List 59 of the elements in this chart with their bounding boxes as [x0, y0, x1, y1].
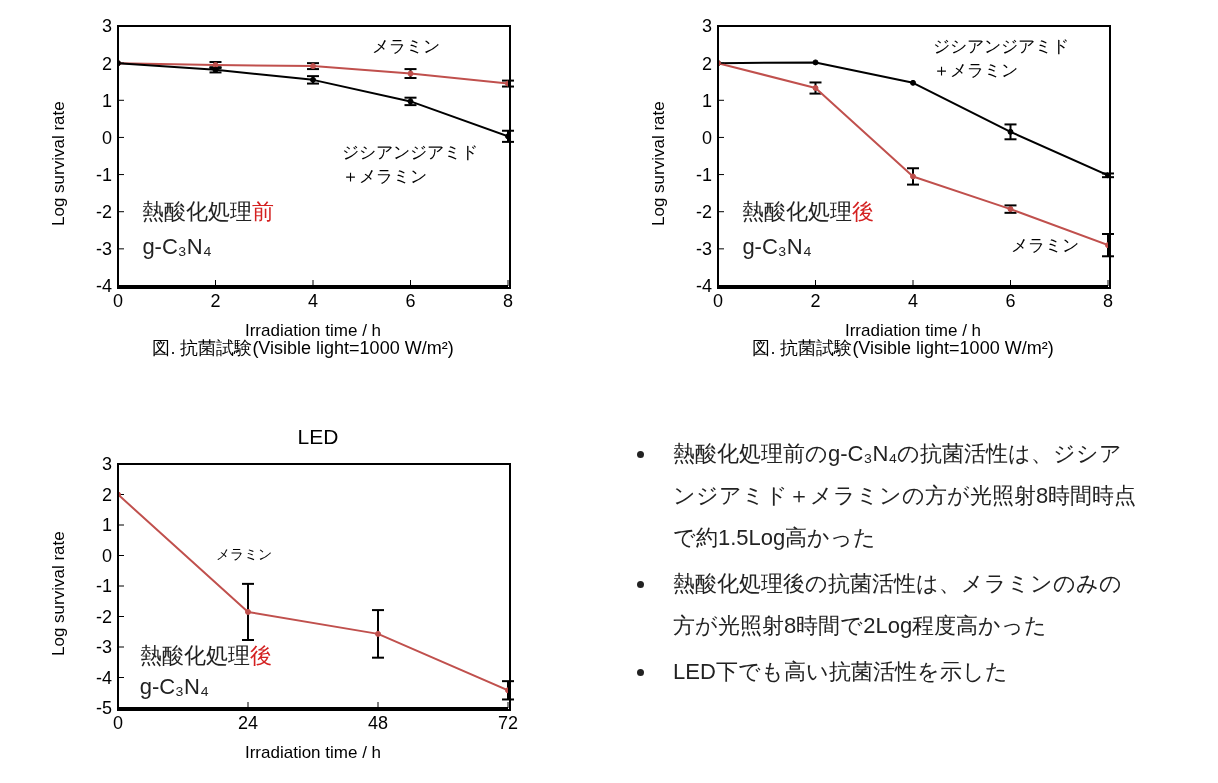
y-tick-label: -1: [95, 576, 112, 597]
annotation: g-C₃N₄: [742, 234, 812, 260]
y-tick-label: -4: [695, 276, 712, 297]
annotation: 熱酸化処理前: [142, 197, 275, 226]
x-tick-label: 6: [405, 290, 416, 311]
annotation: 熱酸化処理後: [139, 641, 272, 670]
text: LED下でも高い抗菌活性を示した: [673, 658, 1009, 686]
annotation: 熱酸化処理後: [742, 197, 875, 226]
text: 熱酸化処理前のg-C₃N₄の抗菌活性は、ジシアンジアミド＋メラミンの方が光照射8時間時点で約1.5Log高かった: [673, 440, 1138, 552]
y-tick-label: -2: [95, 202, 112, 223]
x-tick-label: 2: [210, 290, 221, 311]
annotation: g-C₃N₄: [142, 234, 212, 260]
y-tick-label: 1: [701, 90, 712, 111]
y-tick-label: -3: [695, 239, 712, 260]
x-axis-title: Irradiation time / h: [244, 321, 382, 340]
series-label: ジシアンジアミド＋メラミン: [342, 142, 480, 189]
y-tick-label: -1: [95, 164, 112, 185]
y-tick-label: -4: [95, 667, 112, 688]
series-label: メラミン: [371, 36, 441, 59]
y-tick-label: -3: [95, 637, 112, 658]
y-tick-label: -2: [95, 606, 112, 627]
y-tick-label: 1: [101, 90, 112, 111]
y-tick-label: -1: [695, 164, 712, 185]
y-axis-title: Log survival rate: [49, 531, 69, 656]
x-tick-label: 72: [497, 712, 519, 733]
series-label: メラミン: [1010, 235, 1080, 257]
x-tick-label: 48: [367, 712, 389, 733]
x-tick-label: 6: [1005, 290, 1016, 311]
chart-title: LED: [296, 424, 340, 450]
y-tick-label: 1: [101, 515, 112, 536]
y-axis-title: Log survival rate: [49, 101, 69, 226]
y-tick-label: 0: [101, 127, 112, 148]
y-tick-label: 3: [101, 454, 112, 475]
x-tick-label: 24: [237, 712, 259, 733]
x-tick-label: 2: [810, 290, 821, 311]
y-tick-label: -5: [95, 698, 112, 719]
annotation: g-C₃N₄: [139, 674, 209, 701]
x-tick-label: 4: [907, 290, 919, 311]
text: 熱酸化処理後の抗菌活性は、メラミンのみの方が光照射8時間で2Log程度高かった: [673, 570, 1123, 640]
y-tick-label: 2: [101, 484, 112, 505]
x-axis-title: Irradiation time / h: [244, 743, 382, 762]
y-tick-label: -3: [95, 239, 112, 260]
y-tick-label: 0: [101, 545, 112, 566]
text: 図. 抗菌試験(Visible light=1000 W/m²): [751, 337, 1055, 360]
x-tick-label: 4: [307, 290, 319, 311]
y-tick-label: 2: [701, 53, 712, 74]
x-tick-label: 8: [1102, 290, 1114, 311]
x-axis-title: Irradiation time / h: [844, 321, 982, 340]
series-label: ジシアンジアミド＋メラミン: [932, 36, 1070, 83]
y-tick-label: -2: [695, 202, 712, 223]
series-label: メラミン: [215, 544, 273, 564]
y-tick-label: 3: [101, 16, 112, 37]
y-tick-label: 2: [101, 53, 112, 74]
y-tick-label: 0: [701, 127, 712, 148]
y-axis-title: Log survival rate: [649, 101, 669, 226]
text: 図. 抗菌試験(Visible light=1000 W/m²): [151, 337, 455, 360]
y-tick-label: -4: [95, 276, 112, 297]
y-tick-label: 3: [701, 16, 712, 37]
x-tick-label: 8: [502, 290, 514, 311]
